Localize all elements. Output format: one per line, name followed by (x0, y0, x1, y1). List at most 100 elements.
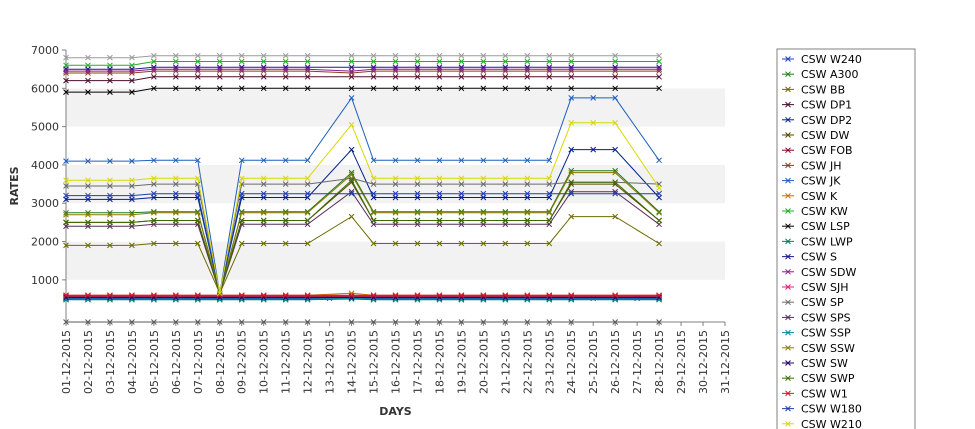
data-point (129, 158, 135, 164)
data-point (546, 157, 553, 164)
data-point (458, 58, 465, 65)
data-point (151, 52, 157, 59)
legend-label: CSW W240 (801, 53, 862, 66)
data-point (524, 209, 531, 216)
data-point (348, 169, 355, 176)
data-point (282, 181, 289, 187)
data-point (436, 66, 443, 73)
data-point (216, 290, 223, 297)
x-tick-label: 23-12-2015 (543, 330, 556, 394)
data-point (480, 190, 487, 197)
data-point (612, 66, 619, 73)
data-point (480, 208, 487, 215)
data-point (656, 66, 662, 73)
x-tick-label: 24-12-2015 (565, 330, 578, 394)
data-point (656, 185, 662, 191)
data-point (436, 208, 443, 215)
legend-label: CSW SW (801, 357, 848, 370)
data-point (282, 85, 289, 92)
data-point (194, 73, 201, 80)
series (63, 73, 662, 84)
legend-item: CSW DW (782, 129, 850, 142)
y-tick-label: 7000 (31, 44, 59, 57)
legend-marker (785, 299, 791, 306)
data-point (194, 208, 201, 215)
data-point (568, 319, 575, 325)
data-point (370, 209, 377, 216)
data-point (568, 294, 575, 301)
data-point (151, 181, 157, 187)
data-point (151, 157, 157, 164)
data-point (194, 294, 201, 301)
data-point (238, 292, 245, 299)
data-point (612, 292, 619, 299)
y-tick-labels: 1000 2000 3000 4000 5000 6000 7000 (31, 44, 66, 287)
x-tick-label: 28-12-2015 (653, 330, 666, 394)
data-point (370, 157, 377, 164)
data-point (370, 52, 377, 59)
series (63, 64, 662, 73)
legend-marker (785, 253, 791, 260)
x-tick-label: 27-12-2015 (631, 330, 644, 394)
legend-item: CSW LWP (782, 235, 853, 248)
data-point (216, 292, 223, 299)
data-point (282, 58, 289, 65)
data-point (480, 209, 487, 216)
data-point (348, 68, 355, 74)
x-tick-label: 10-12-2015 (258, 330, 271, 394)
data-point (436, 294, 443, 301)
data-point (414, 292, 421, 299)
data-point (238, 73, 245, 80)
data-point (129, 68, 135, 74)
data-point (282, 190, 289, 197)
data-point (348, 95, 355, 101)
data-point (151, 209, 157, 216)
data-point (238, 319, 245, 325)
legend-item: CSW BB (782, 83, 845, 96)
data-point (151, 73, 157, 80)
legend-label: CSW SSP (801, 327, 851, 340)
data-point (304, 181, 311, 187)
data-point (436, 292, 443, 299)
x-tick-label: 21-12-2015 (499, 330, 512, 394)
data-point (612, 179, 619, 186)
data-point (63, 211, 69, 218)
data-point (151, 190, 157, 197)
data-point (370, 240, 377, 247)
legend-item: CSW DP1 (782, 99, 852, 112)
legend-label: CSW FOB (801, 144, 853, 157)
data-point (612, 319, 619, 325)
legend-label: CSW SJH (801, 281, 849, 294)
data-point (348, 121, 355, 128)
data-point (194, 66, 201, 73)
data-point (85, 294, 91, 301)
data-point (260, 240, 267, 247)
data-point (458, 208, 465, 215)
data-point (238, 240, 245, 247)
data-point (568, 146, 575, 153)
data-point (282, 157, 289, 164)
data-point (436, 85, 443, 92)
data-point (656, 52, 662, 59)
legend-marker (785, 56, 791, 62)
data-point (129, 319, 135, 325)
data-point (260, 66, 267, 73)
data-point (568, 58, 575, 65)
data-point (107, 183, 113, 189)
data-point (348, 294, 355, 301)
data-point (524, 208, 531, 215)
data-point (436, 217, 443, 224)
legend-marker (785, 375, 791, 382)
legend-item: CSW FOB (782, 144, 853, 157)
legend-label: CSW A300 (801, 68, 859, 81)
data-point (458, 85, 465, 92)
data-point (107, 294, 113, 301)
x-tick-label: 08-12-2015 (214, 330, 227, 394)
data-point (392, 73, 399, 80)
data-point (370, 73, 377, 80)
data-point (172, 73, 179, 80)
data-point (282, 175, 289, 182)
data-point (107, 89, 113, 95)
data-point (392, 66, 399, 73)
data-point (458, 319, 465, 325)
